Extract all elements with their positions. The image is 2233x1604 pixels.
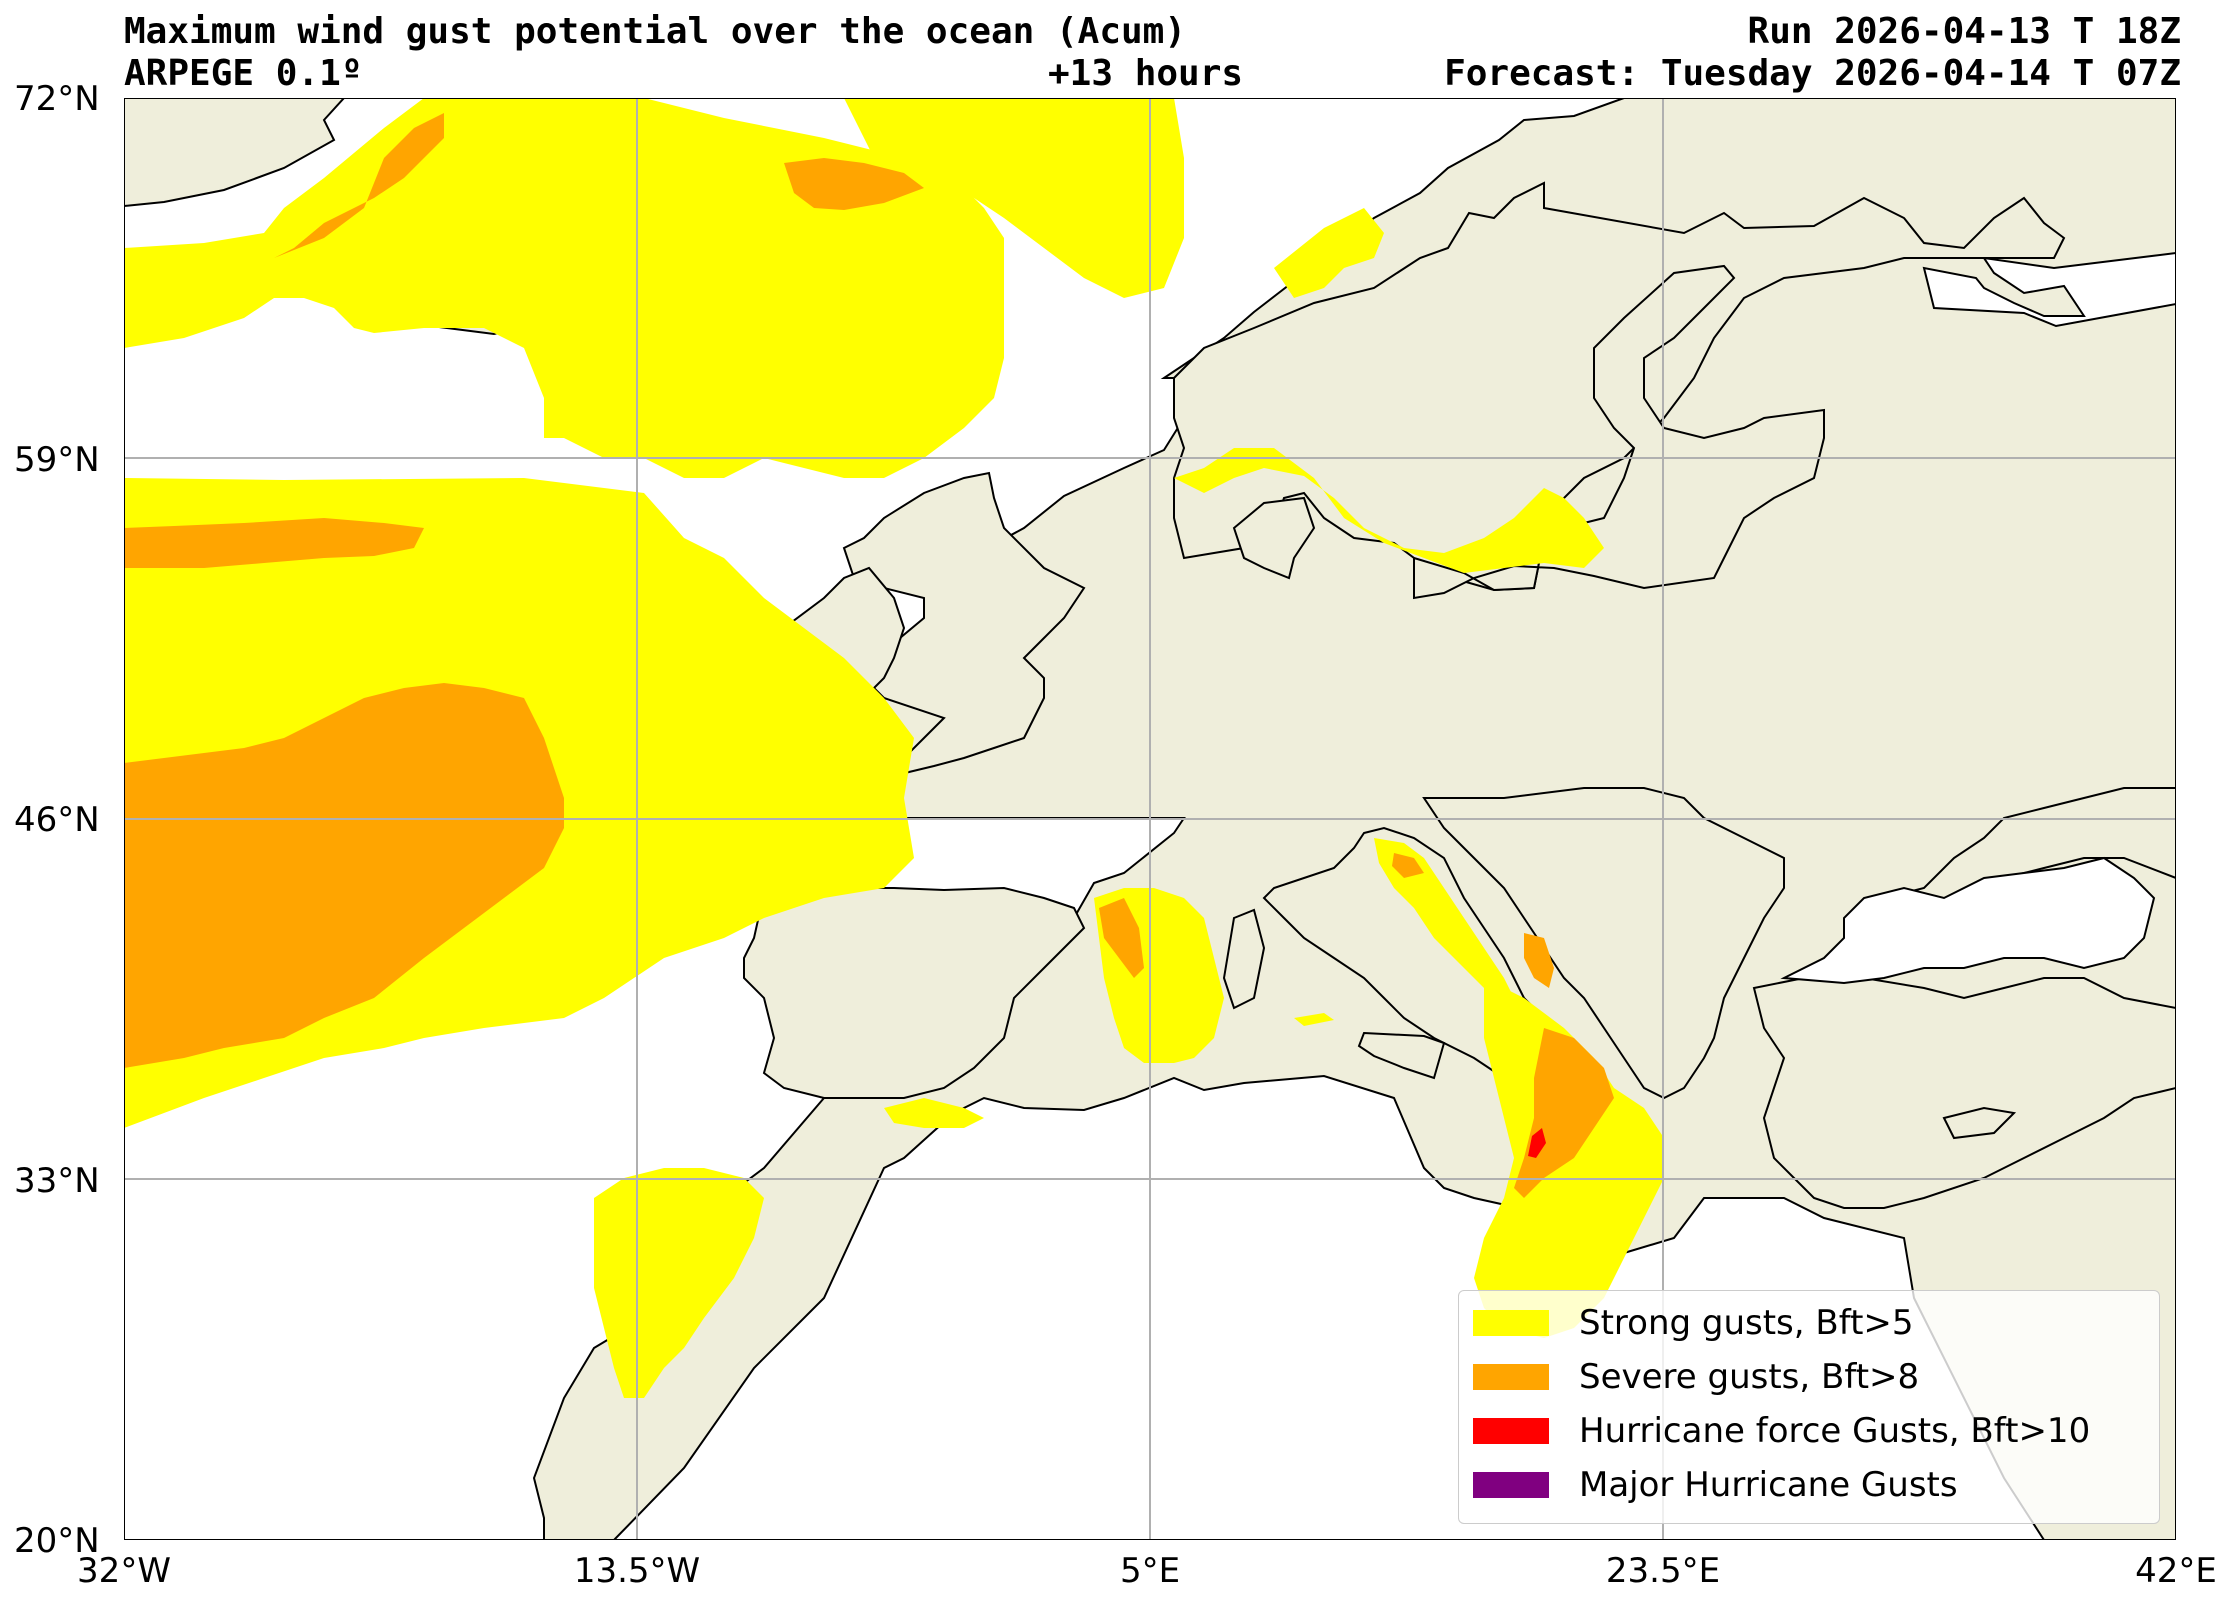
gust-map <box>124 98 2176 1540</box>
lat-label-46n: 46°N <box>14 800 100 840</box>
denmark-land <box>1232 496 1316 580</box>
grid-lines <box>124 98 2176 1540</box>
strong-alboran <box>884 1098 984 1128</box>
run-time-label: Run 2026-04-13 T 18Z <box>1747 11 2181 52</box>
forecast-time-label: Forecast: Tuesday 2026-04-14 T 07Z <box>1444 53 2181 94</box>
severe-barents <box>784 158 924 210</box>
black-sea <box>1780 856 2156 985</box>
legend-label-strong: Strong gusts, Bft>5 <box>1579 1303 1914 1343</box>
legend-item-major: Major Hurricane Gusts <box>1473 1465 1958 1505</box>
strong-balearic-spot <box>1294 1013 1334 1026</box>
lon-label-23-5e: 23.5°E <box>1605 1551 1721 1591</box>
lead-time-label: +13 hours <box>1048 53 1244 94</box>
lon-label-5e: 5°E <box>1119 1551 1181 1591</box>
sardinia-land <box>1222 908 1266 1010</box>
severe-adriatic-south <box>1524 933 1554 988</box>
iberia-land <box>743 876 1086 1099</box>
hurricane-ionian <box>1528 1128 1546 1158</box>
scandinavia-inner-land <box>1413 264 1825 600</box>
severe-norwegian-sea <box>274 113 444 258</box>
strong-norwegian-sea <box>124 98 1004 478</box>
legend-label-hurricane: Hurricane force Gusts, Bft>10 <box>1579 1411 2091 1451</box>
legend-item-strong: Strong gusts, Bft>5 <box>1473 1303 1914 1343</box>
legend-swatch-major <box>1473 1472 1549 1498</box>
gust-severe-layer <box>124 113 1614 1198</box>
legend: Strong gusts, Bft>5 Severe gusts, Bft>8 … <box>1458 1290 2160 1524</box>
sicily-land <box>1357 1031 1446 1080</box>
legend-swatch-severe <box>1473 1364 1549 1390</box>
strong-barents-edge <box>844 98 1184 298</box>
legend-swatch-strong <box>1473 1310 1549 1336</box>
lat-label-20n: 20°N <box>14 1521 100 1561</box>
legend-label-severe: Severe gusts, Bft>8 <box>1579 1357 1920 1397</box>
legend-item-hurricane: Hurricane force Gusts, Bft>10 <box>1473 1411 2090 1451</box>
balkans-land <box>1422 787 1785 1100</box>
lon-label-42e: 42°E <box>2135 1551 2217 1591</box>
severe-atlantic-north <box>124 518 424 568</box>
greenland-land <box>124 98 346 208</box>
legend-label-major: Major Hurricane Gusts <box>1579 1465 1958 1505</box>
severe-atlantic-south <box>124 683 564 1068</box>
strong-north-sea-denmark <box>1174 448 1604 573</box>
severe-adriatic <box>1392 853 1424 878</box>
lat-label-33n: 33°N <box>14 1161 100 1201</box>
map-title: Maximum wind gust potential over the oce… <box>124 11 1187 52</box>
strong-norway-coast <box>1274 208 1384 298</box>
black-sea-water <box>1780 856 2156 985</box>
gust-hurricane-layer <box>1528 1128 1546 1158</box>
lon-label-32w: 32°W <box>77 1551 171 1591</box>
severe-corsica-coast <box>1099 898 1144 978</box>
severe-ionian <box>1514 1028 1614 1198</box>
legend-item-severe: Severe gusts, Bft>8 <box>1473 1357 1919 1397</box>
lat-label-72n: 72°N <box>14 79 100 119</box>
legend-swatch-hurricane <box>1473 1418 1549 1444</box>
strong-adriatic <box>1374 838 1514 998</box>
anatolia-land <box>1752 977 2176 1209</box>
lon-label-13-5w: 13.5°W <box>573 1551 701 1591</box>
cyprus-land <box>1942 1106 2017 1140</box>
lat-label-59n: 59°N <box>14 440 100 480</box>
model-label: ARPEGE 0.1º <box>124 53 363 94</box>
